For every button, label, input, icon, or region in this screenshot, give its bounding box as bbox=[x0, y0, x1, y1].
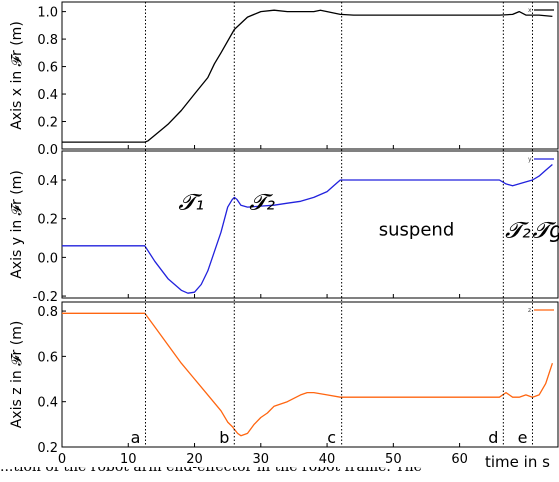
y-tick-label: 0.8 bbox=[37, 33, 58, 48]
x-tick-label: 50 bbox=[385, 452, 402, 467]
phase-label: 𝓣₂ bbox=[505, 218, 531, 243]
labels-group: 0 10 20 30 40 50 60 time in s a b c d e 𝓣₁ 𝓣₂ suspend 𝓣₂… bbox=[58, 190, 559, 467]
y-axis-label: Axis x in 𝓕r (m) bbox=[9, 21, 25, 130]
y-tick-label: 0.2 bbox=[37, 116, 58, 131]
x-tick-label: 30 bbox=[253, 452, 270, 467]
legend: y bbox=[528, 156, 554, 163]
event-label-a: a bbox=[131, 428, 141, 447]
x-axis-label: time in s bbox=[485, 453, 550, 467]
y-tick-label: 0.0 bbox=[37, 251, 58, 266]
phase-label: 𝓣₁ bbox=[178, 190, 204, 215]
y-tick-label: 0.4 bbox=[37, 396, 58, 411]
event-label-e: e bbox=[518, 428, 528, 447]
figure-caption: ...tion of the robot arm end-effector in… bbox=[0, 467, 559, 482]
y-tick-label: 0.2 bbox=[37, 213, 58, 228]
x-tick-label: 0 bbox=[58, 452, 66, 467]
phase-label-suspend: suspend bbox=[379, 219, 455, 240]
y-tick-label: 0.4 bbox=[37, 174, 58, 189]
panel-frame bbox=[61, 150, 559, 299]
x-tick-label: 60 bbox=[451, 452, 468, 467]
y-tick-label: 0.0 bbox=[37, 143, 58, 158]
x-tick-label: 10 bbox=[120, 452, 137, 467]
y-tick-label: 1.0 bbox=[37, 6, 58, 21]
legend-label: y bbox=[528, 156, 532, 163]
phase-label: 𝓣₂ bbox=[249, 190, 275, 215]
panel-frame bbox=[61, 1, 559, 150]
phase-label: 𝓣g bbox=[532, 218, 559, 243]
x-tick-label: 20 bbox=[186, 452, 203, 467]
series-line-x bbox=[62, 9, 553, 143]
event-label-c: c bbox=[327, 428, 336, 447]
x-tick-label: 40 bbox=[319, 452, 336, 467]
legend-label: x bbox=[528, 7, 532, 14]
panel-1: 0.0 0.2 0.4 0.6 0.8 1.0 Axis x in 𝓕r (m) x bbox=[9, 1, 559, 158]
legend: x bbox=[528, 7, 554, 14]
legend: z bbox=[528, 307, 554, 314]
panel-2: -0.2 0.0 0.2 0.4 Axis y in 𝓕r (m) y bbox=[9, 150, 559, 305]
event-label-d: d bbox=[488, 428, 498, 447]
y-tick-label: 0.2 bbox=[37, 441, 58, 456]
y-tick-label: -0.2 bbox=[33, 290, 58, 305]
panel-frame bbox=[61, 301, 559, 448]
event-label-b: b bbox=[219, 428, 229, 447]
caption-text: ...tion of the robot arm end-effector in… bbox=[0, 467, 422, 475]
panel-3: 0.2 0.4 0.6 0.8 Axis z in 𝓕r (m) z bbox=[9, 301, 559, 456]
legend-label: z bbox=[528, 307, 531, 314]
event-lines-group bbox=[144, 2, 533, 447]
y-tick-label: 0.8 bbox=[37, 305, 58, 320]
y-tick-label: 0.4 bbox=[37, 88, 58, 103]
series-line-z bbox=[62, 312, 554, 437]
y-axis-label: Axis y in 𝓕r (m) bbox=[9, 170, 25, 279]
y-tick-label: 0.6 bbox=[37, 350, 58, 365]
y-axis-label: Axis z in 𝓕r (m) bbox=[9, 321, 25, 429]
series-line-y bbox=[62, 164, 553, 294]
y-tick-label: 0.6 bbox=[37, 61, 58, 76]
